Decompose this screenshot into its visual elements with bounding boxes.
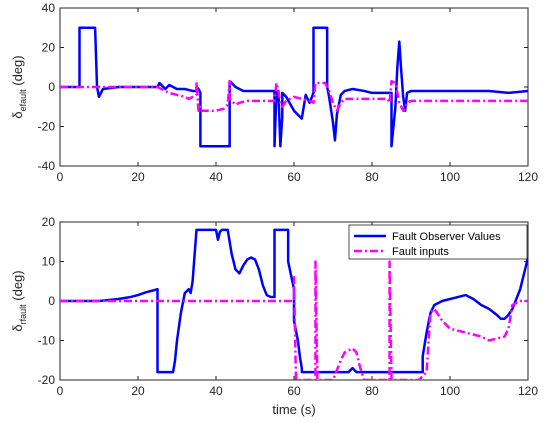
bottom-chart-panel: 0 20 40 60 80 100 120 -20 -10 0 10 20 δrfault (deg)… bbox=[10, 215, 538, 417]
bottom-x-tick-label: 20 bbox=[131, 384, 145, 398]
bottom-x-tick-label: 80 bbox=[365, 384, 379, 398]
top-y-tick-label: 40 bbox=[42, 1, 56, 15]
top-x-tick-label: 80 bbox=[365, 170, 379, 184]
bottom-y-axis-label: δrfault (deg) bbox=[10, 270, 28, 331]
top-y-tick-label: -40 bbox=[38, 159, 56, 173]
top-chart-panel: 0 20 40 60 80 100 120 -40 -20 0 20 40 δefault (deg) bbox=[10, 1, 538, 184]
top-y-axis-label-sub: efault bbox=[18, 89, 28, 112]
top-input-series-line bbox=[60, 79, 528, 112]
top-x-tick-label: 100 bbox=[440, 170, 460, 184]
bottom-input-series-line bbox=[60, 260, 528, 380]
bottom-y-tick-label: 20 bbox=[42, 215, 56, 229]
legend: Fault Observer Values Fault inputs bbox=[348, 224, 528, 260]
top-x-tick-label: 120 bbox=[518, 170, 538, 184]
bottom-x-tick-label: 100 bbox=[440, 384, 460, 398]
top-y-tick-label: 20 bbox=[42, 41, 56, 55]
bottom-y-axis-label-unit: (deg) bbox=[10, 270, 25, 304]
bottom-y-axis-label-sub: rfault bbox=[18, 304, 28, 325]
bottom-y-tick-label: 10 bbox=[42, 255, 56, 269]
top-x-tick-label: 0 bbox=[57, 170, 64, 184]
bottom-series bbox=[60, 228, 528, 380]
top-ticks: 0 20 40 60 80 100 120 -40 -20 0 20 40 bbox=[38, 1, 539, 184]
top-y-axis-label: δefault (deg) bbox=[10, 55, 28, 118]
bottom-y-tick-label: -10 bbox=[38, 334, 56, 348]
top-observer-series-line bbox=[60, 26, 528, 148]
top-x-tick-label: 60 bbox=[287, 170, 301, 184]
bottom-x-axis-label: time (s) bbox=[272, 402, 315, 417]
bottom-y-tick-label: 0 bbox=[48, 294, 55, 308]
legend-label-inputs: Fault inputs bbox=[392, 246, 449, 258]
top-y-axis-label-main: δ bbox=[10, 111, 25, 118]
bottom-y-tick-label: -20 bbox=[38, 373, 56, 387]
top-series bbox=[60, 26, 528, 148]
bottom-ticks: 0 20 40 60 80 100 120 -20 -10 0 10 20 bbox=[38, 215, 539, 398]
top-x-tick-label: 20 bbox=[131, 170, 145, 184]
top-y-axis-label-unit: (deg) bbox=[10, 55, 25, 89]
top-x-tick-label: 40 bbox=[209, 170, 223, 184]
top-y-tick-label: 0 bbox=[48, 80, 55, 94]
bottom-observer-series-line bbox=[60, 228, 528, 374]
bottom-x-tick-label: 40 bbox=[209, 384, 223, 398]
legend-box bbox=[348, 224, 528, 260]
bottom-x-tick-label: 0 bbox=[57, 384, 64, 398]
legend-label-observer: Fault Observer Values bbox=[392, 231, 501, 243]
bottom-x-tick-label: 120 bbox=[518, 384, 538, 398]
top-y-tick-label: -20 bbox=[38, 120, 56, 134]
bottom-x-tick-label: 60 bbox=[287, 384, 301, 398]
bottom-y-axis-label-main: δ bbox=[10, 324, 25, 331]
